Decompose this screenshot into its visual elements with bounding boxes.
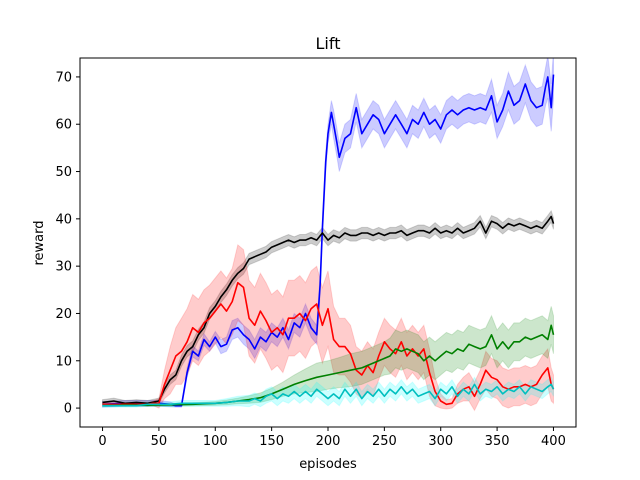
- plot-area: [102, 58, 555, 412]
- y-tick-label: 10: [55, 354, 72, 369]
- series-3-band: [102, 306, 554, 408]
- y-tick-label: 0: [64, 402, 72, 417]
- y-tick-label: 40: [55, 212, 72, 227]
- series-lines: [102, 74, 555, 407]
- x-axis-label: episodes: [299, 457, 357, 472]
- series-4-band: [102, 376, 554, 408]
- y-axis-label: reward: [32, 220, 47, 265]
- series-2-band: [102, 244, 554, 412]
- y-tick-label: 50: [55, 165, 72, 180]
- x-tick-label: 200: [316, 434, 341, 449]
- y-tick-label: 70: [55, 70, 72, 85]
- x-tick-label: 250: [372, 434, 397, 449]
- x-axis-ticks: 0 50 100 150 200 250 300 350 400: [98, 427, 566, 449]
- series-1-band: [102, 209, 554, 407]
- y-axis-ticks: 0 10 20 30 40 50 60 70: [55, 70, 80, 417]
- y-tick-label: 20: [55, 307, 72, 322]
- x-tick-label: 50: [151, 434, 168, 449]
- chart-title: Lift: [316, 34, 341, 53]
- x-tick-label: 300: [428, 434, 453, 449]
- series-0-line: [102, 74, 555, 407]
- y-tick-label: 60: [55, 118, 72, 133]
- x-tick-label: 350: [485, 434, 510, 449]
- series-1-line: [102, 215, 555, 405]
- series-2-line: [102, 281, 555, 406]
- series-4-line: [102, 383, 555, 407]
- x-tick-label: 400: [541, 434, 566, 449]
- x-tick-label: 150: [259, 434, 284, 449]
- y-tick-label: 30: [55, 260, 72, 275]
- x-tick-label: 100: [203, 434, 228, 449]
- x-tick-label: 0: [98, 434, 106, 449]
